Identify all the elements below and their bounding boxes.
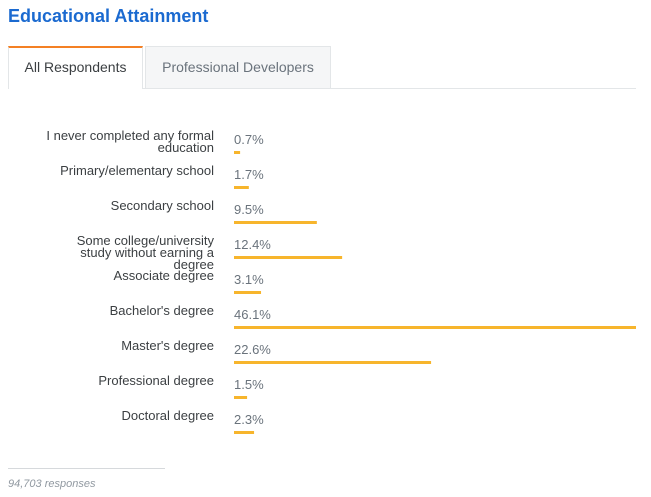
category-label: Primary/elementary school bbox=[60, 163, 214, 178]
value-label: 12.4% bbox=[234, 237, 271, 252]
tab-professional-developers[interactable]: Professional Developers bbox=[145, 46, 331, 88]
value-label: 1.5% bbox=[234, 377, 264, 392]
category-label: Doctoral degree bbox=[122, 408, 215, 423]
tab-bar: All Respondents Professional Developers bbox=[8, 46, 636, 89]
bar bbox=[234, 326, 636, 329]
category-label: Some college/university study without ear… bbox=[77, 233, 215, 272]
bar bbox=[234, 221, 317, 224]
value-label: 22.6% bbox=[234, 342, 271, 357]
tab-all-respondents[interactable]: All Respondents bbox=[8, 46, 143, 89]
value-label: 0.7% bbox=[234, 132, 264, 147]
value-label: 46.1% bbox=[234, 307, 271, 322]
bar bbox=[234, 186, 249, 189]
category-label: I never completed any formal education bbox=[46, 128, 214, 155]
response-count: 94,703 responses bbox=[8, 478, 96, 490]
footer-divider bbox=[8, 468, 165, 469]
bar bbox=[234, 361, 432, 364]
category-label: Professional degree bbox=[98, 373, 214, 388]
category-label: Secondary school bbox=[111, 198, 214, 213]
bar bbox=[234, 291, 262, 294]
value-label: 2.3% bbox=[234, 412, 264, 427]
bar bbox=[234, 431, 255, 434]
value-label: 3.1% bbox=[234, 272, 264, 287]
category-label: Associate degree bbox=[114, 268, 214, 283]
value-label: 1.7% bbox=[234, 167, 264, 182]
page-title: Educational Attainment bbox=[8, 6, 209, 26]
value-label: 9.5% bbox=[234, 202, 264, 217]
bar bbox=[234, 151, 241, 154]
bar bbox=[234, 256, 343, 259]
category-label: Master's degree bbox=[121, 338, 214, 353]
bar bbox=[234, 396, 248, 399]
category-label: Bachelor's degree bbox=[110, 303, 214, 318]
